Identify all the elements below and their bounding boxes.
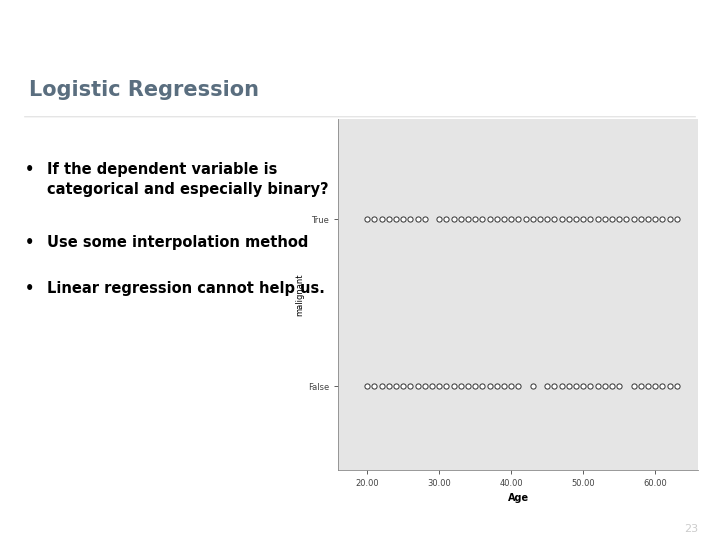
Text: AALBORG: AALBORG <box>22 30 68 39</box>
Point <box>549 215 560 224</box>
Point <box>606 382 618 390</box>
Point <box>448 215 459 224</box>
Text: •: • <box>25 235 35 251</box>
Point <box>441 382 452 390</box>
Point <box>469 382 481 390</box>
Point <box>455 382 467 390</box>
Point <box>635 215 647 224</box>
Y-axis label: malignant: malignant <box>295 273 304 315</box>
Point <box>570 382 582 390</box>
Point <box>628 215 639 224</box>
Point <box>649 382 661 390</box>
Text: If the dependent variable is
categorical and especially binary?: If the dependent variable is categorical… <box>47 163 328 197</box>
Point <box>433 215 445 224</box>
Point <box>527 382 539 390</box>
Point <box>657 382 668 390</box>
Point <box>426 382 438 390</box>
X-axis label: Age: Age <box>508 494 529 503</box>
Point <box>635 382 647 390</box>
Point <box>664 215 675 224</box>
Point <box>383 382 395 390</box>
Point <box>412 382 423 390</box>
Point <box>390 215 402 224</box>
Point <box>477 382 488 390</box>
Text: Use some interpolation method: Use some interpolation method <box>47 235 308 251</box>
Point <box>397 215 409 224</box>
Point <box>541 215 553 224</box>
Point <box>484 382 495 390</box>
Point <box>606 215 618 224</box>
Point <box>513 382 524 390</box>
Point <box>628 382 639 390</box>
Point <box>491 215 503 224</box>
Point <box>361 215 373 224</box>
Point <box>419 382 431 390</box>
Point <box>390 382 402 390</box>
Point <box>369 215 380 224</box>
Point <box>376 382 387 390</box>
Point <box>505 382 517 390</box>
Text: •: • <box>25 281 35 296</box>
Point <box>527 215 539 224</box>
Text: Logistic Regression: Logistic Regression <box>29 80 258 100</box>
Point <box>592 382 603 390</box>
Point <box>642 215 654 224</box>
Text: www.aau.dk: www.aau.dk <box>644 30 698 39</box>
Point <box>433 382 445 390</box>
Point <box>613 382 625 390</box>
Point <box>577 215 589 224</box>
Point <box>498 382 510 390</box>
Point <box>541 382 553 390</box>
Point <box>599 215 611 224</box>
Text: 23: 23 <box>684 524 698 534</box>
Point <box>556 215 567 224</box>
Point <box>520 215 531 224</box>
Point <box>577 382 589 390</box>
Point <box>664 382 675 390</box>
Point <box>498 215 510 224</box>
Point <box>383 215 395 224</box>
Point <box>412 215 423 224</box>
Text: UNIVERSITET: UNIVERSITET <box>61 30 128 39</box>
Point <box>592 215 603 224</box>
Point <box>469 215 481 224</box>
Point <box>642 382 654 390</box>
Point <box>563 215 575 224</box>
Point <box>585 215 596 224</box>
Point <box>405 215 416 224</box>
Point <box>369 382 380 390</box>
Point <box>491 382 503 390</box>
Point <box>657 215 668 224</box>
Point <box>585 382 596 390</box>
Point <box>549 382 560 390</box>
Point <box>448 382 459 390</box>
Point <box>621 215 632 224</box>
Point <box>462 382 474 390</box>
Point <box>671 215 683 224</box>
Point <box>563 382 575 390</box>
Point <box>570 215 582 224</box>
Point <box>419 215 431 224</box>
Point <box>484 215 495 224</box>
Point <box>513 215 524 224</box>
Point <box>441 215 452 224</box>
Point <box>455 215 467 224</box>
Point <box>397 382 409 390</box>
Point <box>361 382 373 390</box>
Point <box>599 382 611 390</box>
Point <box>613 215 625 224</box>
Text: •: • <box>25 163 35 178</box>
Point <box>376 215 387 224</box>
Point <box>405 382 416 390</box>
Point <box>671 382 683 390</box>
Point <box>649 215 661 224</box>
Point <box>477 215 488 224</box>
Point <box>505 215 517 224</box>
Text: Linear regression cannot help us.: Linear regression cannot help us. <box>47 281 325 296</box>
Point <box>462 215 474 224</box>
Point <box>556 382 567 390</box>
Point <box>534 215 546 224</box>
